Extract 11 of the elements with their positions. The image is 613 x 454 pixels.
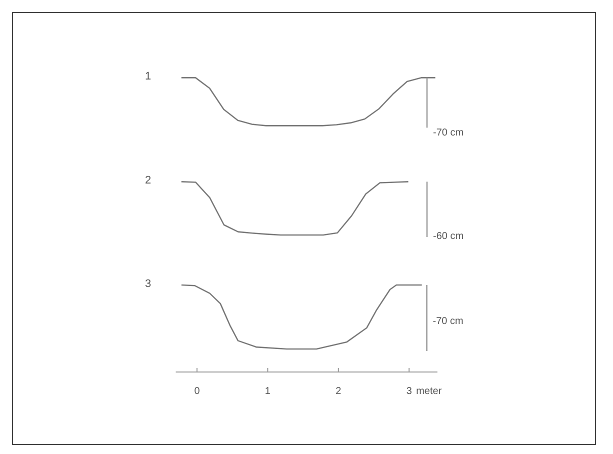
ref-line-label: -70 cm <box>432 316 464 328</box>
x-tick-label: 0 <box>194 386 200 397</box>
depth-scale: -60 cm <box>426 182 464 242</box>
depth-scale: -70 cm <box>426 78 464 138</box>
chart-title: 3 <box>145 278 152 290</box>
chart-title: 2 <box>145 174 152 187</box>
x-tick-label: 2 <box>336 386 342 397</box>
x-tick-label: 3 <box>406 386 412 397</box>
x-tick-label: 1 <box>264 386 271 397</box>
x-axis-title: meter <box>416 386 442 397</box>
chart-title: 1 <box>145 70 152 83</box>
